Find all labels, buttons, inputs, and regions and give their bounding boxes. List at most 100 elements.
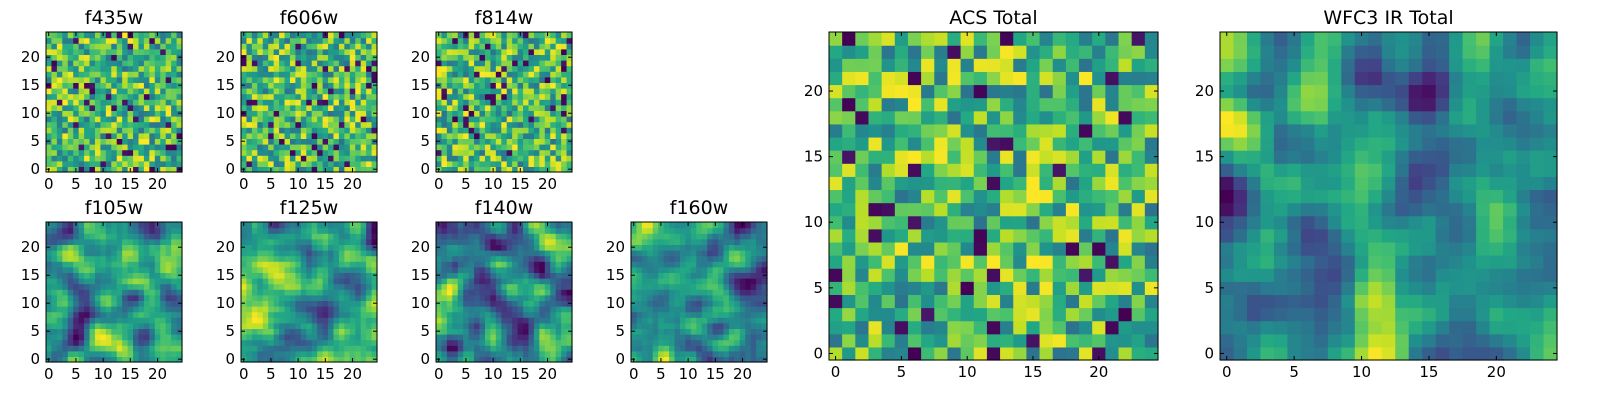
heatmap-cell <box>100 76 107 83</box>
heatmap-cell <box>100 149 107 156</box>
heatmap-cell <box>262 272 269 279</box>
heatmap-cell <box>273 345 280 352</box>
heatmap-cell <box>279 127 286 134</box>
heatmap-cell <box>512 272 519 279</box>
heatmap-cell <box>122 328 129 335</box>
heatmap-cell <box>338 110 345 117</box>
heatmap-cell <box>669 227 676 234</box>
heatmap-cell <box>1013 346 1027 361</box>
heatmap-cell <box>479 37 486 44</box>
heatmap-cell <box>528 121 535 128</box>
heatmap-cell <box>154 328 161 335</box>
heatmap-cell <box>550 227 557 234</box>
heatmap-cell <box>241 227 248 234</box>
heatmap-cell <box>154 317 161 324</box>
heatmap-cell <box>756 266 763 273</box>
heatmap-cell <box>921 346 935 361</box>
heatmap-cell <box>122 121 129 128</box>
heatmap-cell <box>62 250 69 257</box>
heatmap-cell <box>855 176 870 191</box>
heatmap-cells <box>436 32 573 173</box>
heatmap-cell <box>539 250 546 257</box>
heatmap-cell <box>446 104 453 111</box>
heatmap-cell <box>718 294 725 301</box>
heatmap-cell <box>122 149 129 156</box>
heatmap-cell <box>723 345 730 352</box>
heatmap-cell <box>338 334 345 341</box>
heatmap-cell <box>127 339 134 346</box>
heatmap-cell <box>300 289 307 296</box>
heatmap-cell <box>539 132 546 139</box>
heatmap-cell <box>56 255 63 262</box>
heatmap-cell <box>100 261 107 268</box>
heatmap-cell <box>436 60 443 67</box>
heatmap-cell <box>457 244 464 251</box>
heatmap-cell <box>160 48 167 55</box>
heatmap-cell <box>523 255 530 262</box>
heatmap-cell <box>1039 241 1054 256</box>
heatmap-cell <box>273 227 280 234</box>
heatmap-cell <box>512 306 519 313</box>
heatmap-cell <box>138 82 145 89</box>
heatmap-cell <box>84 272 91 279</box>
heatmap-cell <box>446 238 453 245</box>
heatmap-cell <box>1105 255 1120 269</box>
heatmap-cell <box>306 155 313 162</box>
heatmap-cell <box>1013 189 1027 204</box>
heatmap-cell <box>561 37 568 44</box>
heatmap-cell <box>246 166 253 173</box>
heatmap-cell <box>750 238 757 245</box>
heatmap-cell <box>268 60 275 67</box>
heatmap-cell <box>696 278 703 285</box>
heatmap-cell <box>355 88 362 95</box>
heatmap-cell <box>273 155 280 162</box>
heatmap-cell <box>360 93 367 100</box>
heatmap-cell <box>855 241 870 256</box>
heatmap-cell <box>133 278 140 285</box>
heatmap-cell <box>122 278 129 285</box>
heatmap-cell <box>1039 307 1054 322</box>
heatmap-cell <box>973 333 988 348</box>
heatmap-cell <box>728 294 735 301</box>
heatmap-cell <box>360 350 367 357</box>
heatmap-cell <box>739 311 746 318</box>
heatmap-cell <box>1000 215 1014 230</box>
heatmap-cell <box>333 82 340 89</box>
heatmap-cell <box>517 160 524 167</box>
heatmap-cell <box>122 132 129 139</box>
heatmap-cell <box>1144 202 1159 217</box>
heatmap-cell <box>868 163 883 177</box>
heatmap-cell <box>868 241 883 256</box>
heatmap-cell <box>728 283 735 290</box>
heatmap-cell <box>154 43 161 50</box>
heatmap-cell <box>960 189 975 204</box>
heatmap-cell <box>51 222 58 229</box>
heatmap-cell <box>636 306 643 313</box>
heatmap-cell <box>544 88 551 95</box>
heatmap-cell <box>550 93 557 100</box>
heatmap-cell <box>463 160 470 167</box>
heatmap-cell <box>355 283 362 290</box>
x-tick-label: 20 <box>148 365 167 383</box>
heatmap-cell <box>1105 241 1120 256</box>
heatmap-cell <box>868 228 883 243</box>
heatmap-cell <box>734 311 741 318</box>
y-tick-label: 0 <box>30 160 40 178</box>
heatmap-cell <box>881 189 896 204</box>
heatmap-cell <box>495 278 502 285</box>
heatmap-cell <box>658 311 665 318</box>
heatmap-cell <box>251 283 258 290</box>
heatmap-cell <box>171 160 178 167</box>
heatmap-cell <box>468 278 475 285</box>
heatmap-cell <box>479 160 486 167</box>
heatmap-cell <box>528 278 535 285</box>
heatmap-cell <box>176 88 183 95</box>
heatmap-cell <box>160 345 167 352</box>
y-tick-label: 5 <box>420 132 430 150</box>
heatmap-cell <box>652 227 659 234</box>
heatmap-cell <box>457 76 464 83</box>
heatmap-cell <box>349 99 356 106</box>
heatmap-cell <box>355 345 362 352</box>
heatmap-cell <box>246 278 253 285</box>
axes-frame <box>435 221 573 363</box>
